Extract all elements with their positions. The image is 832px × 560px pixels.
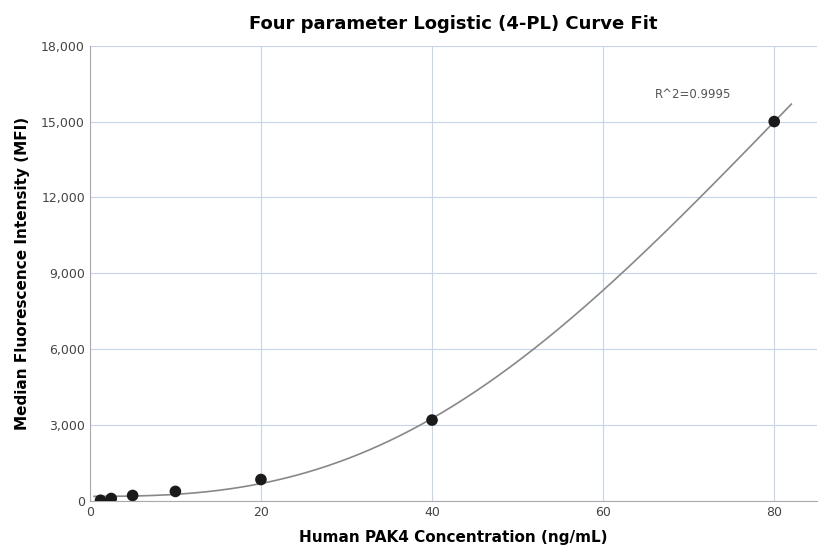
Point	[768, 117, 781, 126]
Point	[169, 487, 182, 496]
Y-axis label: Median Fluorescence Intensity (MFI): Median Fluorescence Intensity (MFI)	[15, 117, 30, 430]
Point	[94, 496, 107, 505]
Point	[126, 491, 139, 500]
X-axis label: Human PAK4 Concentration (ng/mL): Human PAK4 Concentration (ng/mL)	[300, 530, 607, 545]
Point	[425, 416, 438, 424]
Title: Four parameter Logistic (4-PL) Curve Fit: Four parameter Logistic (4-PL) Curve Fit	[249, 15, 657, 33]
Point	[255, 475, 268, 484]
Text: R^2=0.9995: R^2=0.9995	[655, 88, 730, 101]
Point	[105, 494, 118, 503]
